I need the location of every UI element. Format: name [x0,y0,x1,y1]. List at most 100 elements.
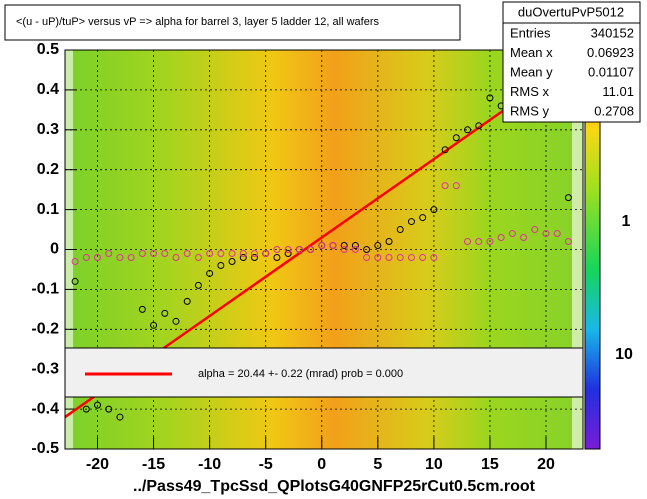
footer: ../Pass49_TpcSsd_QPlotsG40GNFP25rCut0.5c… [133,478,536,495]
profile-point [542,230,550,238]
x-tick-label: 20 [537,456,555,473]
profile-point [71,277,79,285]
profile-point [273,246,281,253]
profile-point [441,182,449,190]
profile-point [430,253,438,261]
stats-value: 0.2708 [594,103,634,118]
profile-point [329,242,337,250]
x-tick-label: -10 [198,456,221,473]
x-tick-label: 0 [317,456,326,473]
profile-point [127,253,135,261]
profile-point [150,321,158,329]
z-label: 10 [615,346,633,363]
title-box [4,4,461,41]
stats-title: duOvertuPvP5012 [518,4,624,19]
x-tick-label: 10 [425,456,443,473]
profile-point [430,206,438,214]
stats-label: RMS x [510,84,550,99]
profile-point [82,405,90,413]
stats-value: 0.01107 [588,64,634,79]
profile-point [486,238,494,246]
profile-point [452,134,460,142]
stats-label: Entries [510,25,551,40]
profile-point [374,242,382,250]
z-label: 1 [622,213,631,230]
y-tick-label: 0.5 [37,41,59,58]
profile-point [183,249,191,257]
profile-point [508,230,516,238]
profile-point [273,253,281,261]
y-tick-label: 0.1 [37,201,59,218]
profile-point [307,246,315,253]
chart-title: <(u - uP)/tuP> versus vP => alpha for ba… [16,16,379,28]
profile-point [183,297,191,305]
profile-point [363,253,371,261]
profile-point [419,214,427,222]
stats-frame [502,1,641,123]
profile-point [228,249,236,257]
y-tick-label: -0.1 [31,281,59,298]
profile-point [82,253,90,261]
profile-point [217,249,225,257]
profile-point [161,249,169,257]
profile-point [441,146,449,154]
profile-point [351,246,359,253]
profile-point [206,269,214,277]
x-tick-label: -5 [259,456,273,473]
frame [64,49,584,450]
profile-point [138,305,146,313]
profile-point [464,238,472,246]
y-tick-label: 0.4 [37,81,59,98]
profile-point [318,242,326,250]
profile-point [94,253,102,261]
profile-point [553,230,561,238]
y-tick-label: 0 [50,241,59,258]
stats-label: Mean y [510,64,553,79]
x-tick-label: 5 [373,456,382,473]
profile-point [228,257,236,265]
profile-point [486,94,494,102]
profile-point [172,317,180,325]
profile-point [284,246,292,253]
profile-point [464,126,472,134]
profile-point [475,122,483,130]
y-tick-label: 0.2 [37,161,59,178]
y-tick-label: -0.2 [31,321,59,338]
profile-point [150,249,158,257]
x-tick-label: -15 [142,456,165,473]
y-tick-label: -0.5 [31,440,59,457]
profile-point [363,246,371,253]
profile-point [374,253,382,261]
profile-point [452,182,460,190]
profile-point [239,249,247,257]
y-tick-label: 0.3 [37,121,59,138]
profile-point [250,249,258,257]
profile-point [351,242,359,250]
profile-point [407,253,415,261]
profile-point [206,249,214,257]
profile-point [531,226,539,234]
y-tick-label: -0.3 [31,360,59,377]
profile-point [194,253,202,261]
profile-point [105,249,113,257]
profile-point [564,238,572,246]
stats-label: Mean x [510,45,553,60]
profile-point [340,246,348,253]
profile-point [116,253,124,261]
profile-point [94,401,102,409]
x-tick-label: 15 [481,456,499,473]
profile-point [475,238,483,246]
profile-point [194,281,202,289]
profile-point [419,253,427,261]
profile-point [520,234,528,242]
heatmap-edge [572,50,583,449]
profile-point [295,246,303,253]
profile-point [564,194,572,202]
x-tick-label: -20 [86,456,109,473]
stats-label: RMS y [510,103,550,118]
y-tick-label: -0.4 [31,400,59,417]
profile-point [385,238,393,246]
stats-value: 0.06923 [587,45,634,60]
stats-box: duOvertuPvP5012 Entries 340152 Mean x 0.069… [502,1,641,123]
